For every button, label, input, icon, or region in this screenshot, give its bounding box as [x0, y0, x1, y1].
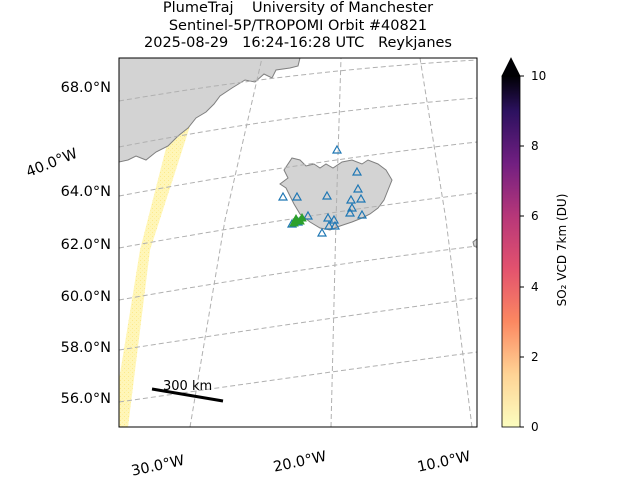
scale-bar [151, 387, 224, 403]
volcano-marker [321, 190, 333, 200]
greenland-landmass [119, 58, 301, 163]
volcano-marker [322, 212, 334, 222]
volcano-marker [345, 194, 357, 204]
colorbar-extend-max-triangle [501, 57, 521, 77]
volcano-marker [331, 144, 343, 154]
volcano-marker [346, 202, 358, 212]
parallel-58N [119, 297, 477, 351]
colorbar-label: SO₂ VCD 7km (DU) [555, 193, 569, 307]
volcano-marker [351, 166, 363, 176]
volcano-marker [344, 207, 356, 217]
meridian-40W [119, 160, 120, 161]
title-line-3: 2025-08-29 16:24-16:28 UTC Reykjanes [144, 35, 452, 51]
parallel-64N [119, 141, 477, 197]
colorbar-tick-2: 2 [531, 350, 539, 364]
lat-label-68N: 68.0°N [60, 80, 111, 96]
lat-label-64N: 64.0°N [60, 184, 111, 200]
colorbar-gradient [501, 75, 521, 428]
volcano-marker [316, 227, 328, 237]
colorbar-tick-0: 0 [531, 420, 539, 434]
source-marker [297, 212, 307, 222]
meridian-20W [330, 58, 342, 427]
graticule [119, 58, 477, 427]
parallel-68N [119, 59, 477, 102]
source-marker [289, 217, 299, 227]
lat-label-62N: 62.0°N [60, 237, 111, 253]
parallel-60N [119, 245, 477, 301]
volcano-marker [291, 191, 303, 201]
lat-label-60N: 60.0°N [60, 289, 111, 305]
parallel-66N [119, 97, 477, 148]
tropomi-swath [119, 58, 212, 427]
colorbar-tick-6: 6 [531, 209, 539, 223]
scale-bar-label: 300 km [163, 379, 212, 394]
volcano-marker [355, 193, 367, 203]
volcano-marker [302, 210, 314, 220]
lat-label-56N: 56.0°N [60, 391, 111, 407]
volcano-marker [356, 209, 368, 219]
volcano-marker [329, 220, 341, 230]
parallel-62N [119, 192, 477, 249]
meridian-30W [189, 58, 263, 427]
map-frame [118, 57, 478, 428]
parallel-56N [119, 351, 477, 403]
faroe-coast [472, 238, 477, 249]
colorbar-tick-8: 8 [531, 139, 539, 153]
colorbar-tick-marks [520, 75, 524, 428]
colorbar-tick-10: 10 [531, 69, 547, 83]
colorbar-tick-4: 4 [531, 280, 539, 294]
title-line-2: Sentinel-5P/TROPOMI Orbit #40821 [168, 18, 428, 34]
meridian-10W [419, 58, 473, 427]
lat-label-58N: 58.0°N [60, 340, 111, 356]
source-markers [289, 212, 307, 227]
colorbar [501, 57, 524, 428]
title-line-1: PlumeTraj University of Manchester [162, 0, 434, 16]
volcano-marker [277, 191, 289, 201]
volcano-marker [323, 220, 335, 230]
volcano-marker [352, 183, 364, 193]
volcano-markers [277, 144, 368, 237]
